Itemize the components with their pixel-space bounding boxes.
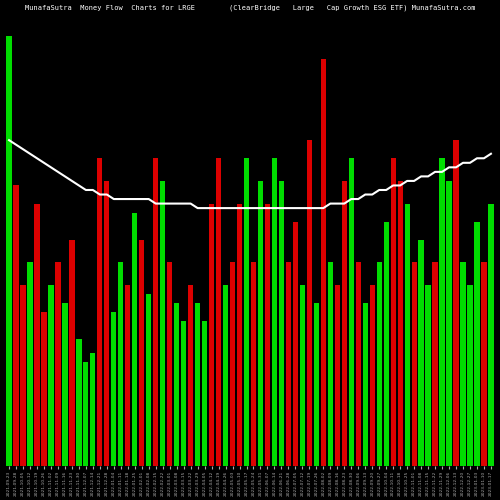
Bar <box>404 204 410 466</box>
Bar <box>398 181 403 467</box>
Bar <box>174 303 180 466</box>
Bar <box>153 158 158 467</box>
Bar <box>216 158 221 467</box>
Bar <box>334 285 340 467</box>
Bar <box>104 181 110 467</box>
Bar <box>125 285 130 467</box>
Bar <box>42 312 46 466</box>
Bar <box>412 262 416 466</box>
Bar <box>272 158 277 467</box>
Bar <box>6 36 12 467</box>
Bar <box>160 181 166 467</box>
Bar <box>320 58 326 467</box>
Bar <box>342 181 347 467</box>
Bar <box>167 262 172 466</box>
Bar <box>362 303 368 466</box>
Bar <box>460 262 466 466</box>
Bar <box>370 285 375 467</box>
Bar <box>432 262 438 466</box>
Bar <box>440 158 444 467</box>
Bar <box>286 262 291 466</box>
Bar <box>314 303 319 466</box>
Bar <box>181 322 186 466</box>
Bar <box>418 240 424 466</box>
Bar <box>468 285 472 467</box>
Bar <box>258 181 263 467</box>
Bar <box>202 322 207 466</box>
Bar <box>293 222 298 466</box>
Bar <box>118 262 124 466</box>
Bar <box>454 140 458 466</box>
Bar <box>356 262 361 466</box>
Bar <box>209 204 214 466</box>
Bar <box>34 204 40 466</box>
Bar <box>306 140 312 466</box>
Bar <box>328 262 333 466</box>
Title: MunafaSutra  Money Flow  Charts for LRGE        (ClearBridge   Large   Cap Growt: MunafaSutra Money Flow Charts for LRGE (… <box>25 4 475 10</box>
Bar <box>244 158 249 467</box>
Bar <box>195 303 200 466</box>
Bar <box>223 285 228 467</box>
Bar <box>482 262 486 466</box>
Bar <box>146 294 152 466</box>
Bar <box>188 285 194 467</box>
Bar <box>90 353 96 467</box>
Bar <box>62 303 68 466</box>
Bar <box>376 262 382 466</box>
Bar <box>251 262 256 466</box>
Bar <box>384 222 389 466</box>
Bar <box>279 181 284 467</box>
Bar <box>84 362 88 467</box>
Bar <box>474 222 480 466</box>
Bar <box>28 262 32 466</box>
Bar <box>70 240 74 466</box>
Bar <box>56 262 60 466</box>
Bar <box>14 186 18 466</box>
Bar <box>20 285 25 467</box>
Bar <box>488 204 494 466</box>
Bar <box>230 262 235 466</box>
Bar <box>139 240 144 466</box>
Bar <box>237 204 242 466</box>
Bar <box>426 285 430 467</box>
Bar <box>300 285 305 467</box>
Bar <box>132 212 138 466</box>
Bar <box>265 204 270 466</box>
Bar <box>446 181 452 467</box>
Bar <box>76 340 82 466</box>
Bar <box>348 158 354 467</box>
Bar <box>390 158 396 467</box>
Bar <box>111 312 116 466</box>
Bar <box>97 158 102 467</box>
Bar <box>48 285 54 467</box>
